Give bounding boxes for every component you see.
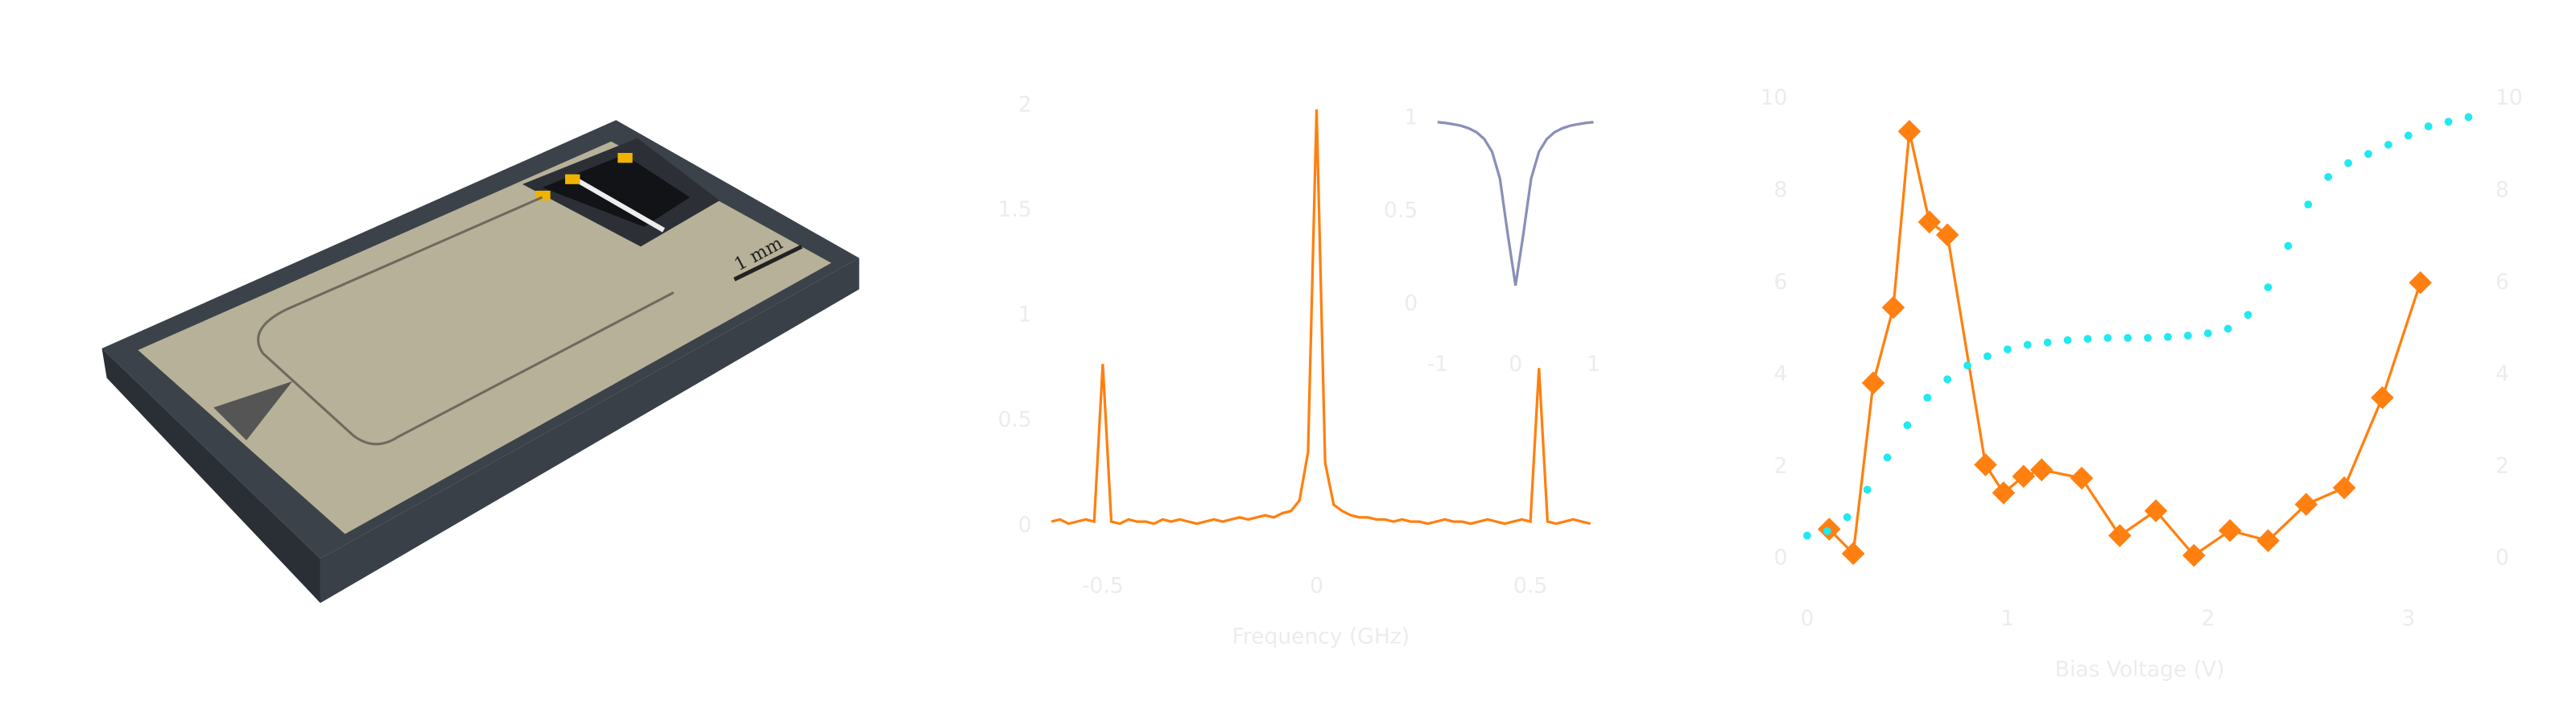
dot-marker [2384, 140, 2392, 149]
dot-marker [2003, 345, 2012, 354]
diamond-marker [1992, 481, 2016, 505]
x-tick-label: 0 [1310, 573, 1323, 598]
diamond-marker [2256, 529, 2280, 553]
dot-marker [2184, 332, 2192, 340]
dot-marker [2404, 131, 2413, 140]
dot-marker [2083, 335, 2092, 343]
diamond-marker [1918, 210, 1942, 234]
diamond-marker [2409, 270, 2432, 295]
dot-marker [2043, 338, 2052, 347]
y-tick-label: 1 [1018, 303, 1032, 328]
dot-marker [1883, 453, 1892, 462]
diamond-marker [1974, 453, 1997, 476]
dot-marker [1903, 421, 1912, 430]
dot-marker [2124, 333, 2132, 342]
dot-marker [2103, 333, 2112, 342]
dot-marker [2164, 332, 2172, 341]
dot-marker [2344, 159, 2352, 167]
dot-marker [2264, 283, 2273, 291]
dot-marker [2244, 311, 2252, 320]
y2-tick-label: 6 [2496, 270, 2509, 295]
diamond-marker [2107, 524, 2132, 547]
scale-bar [733, 245, 803, 282]
chip-surface [138, 141, 832, 534]
dot-marker [2144, 333, 2153, 342]
dot-marker [2444, 118, 2453, 126]
y-tick-label: 6 [1774, 270, 1788, 295]
dot-marker [1823, 526, 1831, 535]
y-tick-label: 2 [1774, 453, 1788, 478]
x-axis-label: Frequency (GHz) [1232, 625, 1410, 649]
y-tick-label: 10 [1761, 85, 1788, 110]
dot-marker [2304, 200, 2313, 209]
dot-marker [1943, 375, 1952, 384]
dot-marker [1923, 394, 1932, 402]
y2-tick-label: 4 [2496, 361, 2509, 386]
dot-marker [2364, 150, 2372, 159]
electrode-line [576, 179, 666, 233]
data-line [1437, 121, 1594, 286]
diamond-marker [2070, 466, 2094, 490]
y2-tick-label: 0 [2496, 546, 2509, 571]
data-line [1828, 130, 2422, 558]
dot-marker [1984, 352, 1992, 361]
y2-tick-label: 8 [2496, 177, 2509, 202]
diamond-marker [1935, 223, 1959, 247]
y-tick-label: 0 [1774, 546, 1788, 571]
chip-side [320, 258, 860, 604]
x-tick-label: -1 [1426, 352, 1447, 377]
dot-marker [1963, 361, 1971, 370]
dot-marker [2284, 241, 2293, 250]
dot-marker [2203, 329, 2212, 338]
y-tick-label: 1.5 [997, 197, 1031, 222]
diamond-marker [1861, 371, 1885, 395]
y2-tick-label: 10 [2496, 85, 2523, 110]
x-tick-label: 0 [1509, 352, 1522, 377]
x-tick-label: 3 [2401, 606, 2415, 631]
dot-marker [2464, 113, 2473, 122]
y-tick-label: 8 [1774, 177, 1788, 202]
y-tick-label: 0.5 [1384, 198, 1418, 223]
diamond-marker [2218, 518, 2242, 542]
dot-marker [1843, 513, 1852, 522]
dot-marker [2223, 324, 2232, 333]
diamond-marker [2294, 493, 2318, 516]
x-tick-label: -0.5 [1082, 573, 1124, 598]
y-tick-label: 0.5 [997, 407, 1031, 432]
waveguide [257, 196, 675, 446]
dot-marker [1863, 485, 1872, 494]
y-tick-label: 2 [1018, 92, 1032, 117]
diamond-marker [2371, 385, 2394, 410]
x-tick-label: 1 [1587, 352, 1600, 377]
electrode [542, 155, 691, 227]
pad [565, 174, 580, 184]
y-tick-label: 0 [1018, 513, 1032, 538]
x-tick-label: 0 [1800, 606, 1814, 631]
y-tick-label: 1 [1404, 105, 1418, 130]
x-tick-label: 2 [2201, 606, 2215, 631]
fiber-coupler [213, 381, 293, 441]
chip-render: 1 mm [101, 120, 860, 604]
diamond-marker [2029, 458, 2054, 482]
diamond-marker [1897, 119, 1922, 143]
x-tick-label: 1 [2000, 606, 2014, 631]
dot-marker [2424, 122, 2433, 130]
x-tick-label: 0.5 [1513, 573, 1547, 598]
y-tick-label: 0 [1404, 291, 1418, 315]
y-tick-label: 4 [1774, 361, 1788, 386]
x-axis-label: Bias Voltage (V) [2055, 657, 2225, 682]
dot-marker [2324, 172, 2333, 181]
diamond-marker [1881, 295, 1905, 320]
dot-marker [1803, 531, 1811, 540]
chip-side [101, 348, 320, 604]
diamond-marker [2332, 476, 2356, 500]
pad [617, 153, 633, 163]
dot-marker [2023, 340, 2032, 349]
data-line [1051, 109, 1591, 526]
dot-marker [2063, 336, 2072, 344]
y2-tick-label: 2 [2496, 453, 2509, 478]
